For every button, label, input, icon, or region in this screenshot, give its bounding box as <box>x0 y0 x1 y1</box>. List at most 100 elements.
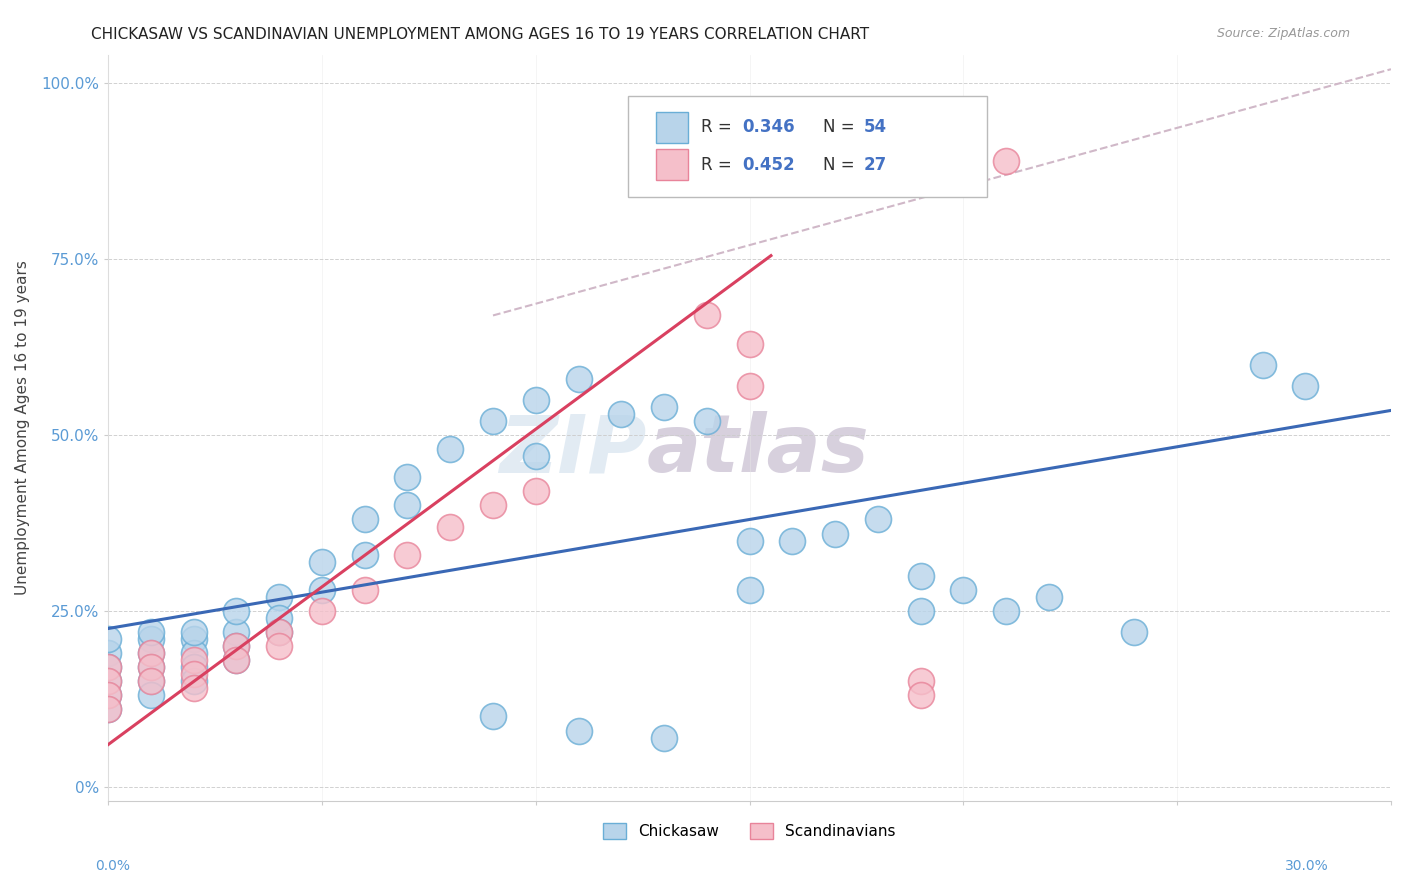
Point <box>910 689 932 703</box>
Point <box>97 674 120 689</box>
Point <box>225 653 247 667</box>
Point <box>139 646 162 660</box>
Point <box>353 512 375 526</box>
Point <box>439 519 461 533</box>
Point <box>225 639 247 653</box>
Point <box>396 470 419 484</box>
Point <box>1251 358 1274 372</box>
Point <box>952 168 974 182</box>
Point <box>396 548 419 562</box>
Point <box>652 731 675 745</box>
Point <box>225 653 247 667</box>
Point <box>567 723 589 738</box>
Point <box>97 646 120 660</box>
Legend: Chickasaw, Scandinavians: Chickasaw, Scandinavians <box>598 817 901 846</box>
Point <box>910 674 932 689</box>
Point <box>183 632 205 646</box>
Text: 30.0%: 30.0% <box>1285 859 1329 872</box>
Point <box>225 639 247 653</box>
Text: N =: N = <box>823 119 859 136</box>
Point <box>738 379 761 393</box>
Text: Source: ZipAtlas.com: Source: ZipAtlas.com <box>1216 27 1350 40</box>
Text: 27: 27 <box>863 156 887 174</box>
Point <box>353 548 375 562</box>
Point <box>652 400 675 414</box>
Text: 0.0%: 0.0% <box>96 859 131 872</box>
Point <box>311 555 333 569</box>
Point <box>396 499 419 513</box>
Point <box>269 639 291 653</box>
Point <box>1038 590 1060 604</box>
Point <box>1123 625 1146 640</box>
Point <box>183 660 205 674</box>
Point <box>696 309 718 323</box>
Point <box>139 674 162 689</box>
Point <box>97 674 120 689</box>
Point <box>183 681 205 696</box>
Point <box>139 689 162 703</box>
Text: ZIP: ZIP <box>499 411 647 490</box>
FancyBboxPatch shape <box>627 96 987 197</box>
Point <box>696 414 718 428</box>
Point <box>183 667 205 681</box>
Point <box>139 660 162 674</box>
Point <box>269 611 291 625</box>
Text: R =: R = <box>700 119 737 136</box>
FancyBboxPatch shape <box>657 149 688 180</box>
Point <box>139 646 162 660</box>
Y-axis label: Unemployment Among Ages 16 to 19 years: Unemployment Among Ages 16 to 19 years <box>15 260 30 596</box>
Point <box>738 336 761 351</box>
Point <box>738 582 761 597</box>
Text: 0.452: 0.452 <box>742 156 794 174</box>
Point <box>183 674 205 689</box>
Point <box>97 702 120 716</box>
Point <box>782 533 804 548</box>
Point <box>1295 379 1317 393</box>
Point <box>311 604 333 618</box>
Point <box>524 392 547 407</box>
Point <box>482 709 505 723</box>
Point <box>97 660 120 674</box>
Point <box>610 407 633 421</box>
Point <box>952 582 974 597</box>
Point <box>353 582 375 597</box>
Point <box>139 625 162 640</box>
Point <box>139 674 162 689</box>
Text: N =: N = <box>823 156 859 174</box>
Point <box>139 660 162 674</box>
Point <box>482 499 505 513</box>
Point <box>269 625 291 640</box>
Point <box>995 604 1018 618</box>
Point <box>97 660 120 674</box>
Point <box>97 689 120 703</box>
Point <box>97 689 120 703</box>
Point <box>524 484 547 499</box>
Point <box>524 449 547 463</box>
Point <box>910 604 932 618</box>
Text: atlas: atlas <box>647 411 870 490</box>
Point <box>225 625 247 640</box>
Point <box>183 646 205 660</box>
Point <box>910 568 932 582</box>
Point <box>995 153 1018 168</box>
Text: CHICKASAW VS SCANDINAVIAN UNEMPLOYMENT AMONG AGES 16 TO 19 YEARS CORRELATION CHA: CHICKASAW VS SCANDINAVIAN UNEMPLOYMENT A… <box>91 27 869 42</box>
Point <box>183 625 205 640</box>
Point <box>225 604 247 618</box>
Point <box>183 653 205 667</box>
Text: R =: R = <box>700 156 737 174</box>
Point <box>567 372 589 386</box>
Text: 54: 54 <box>863 119 887 136</box>
Point <box>139 632 162 646</box>
Point <box>738 533 761 548</box>
FancyBboxPatch shape <box>657 112 688 143</box>
Point <box>269 625 291 640</box>
Point <box>866 512 889 526</box>
Point <box>824 526 846 541</box>
Text: 0.346: 0.346 <box>742 119 794 136</box>
Point <box>97 702 120 716</box>
Point <box>482 414 505 428</box>
Point <box>97 632 120 646</box>
Point <box>439 442 461 456</box>
Point <box>269 590 291 604</box>
Point <box>311 582 333 597</box>
